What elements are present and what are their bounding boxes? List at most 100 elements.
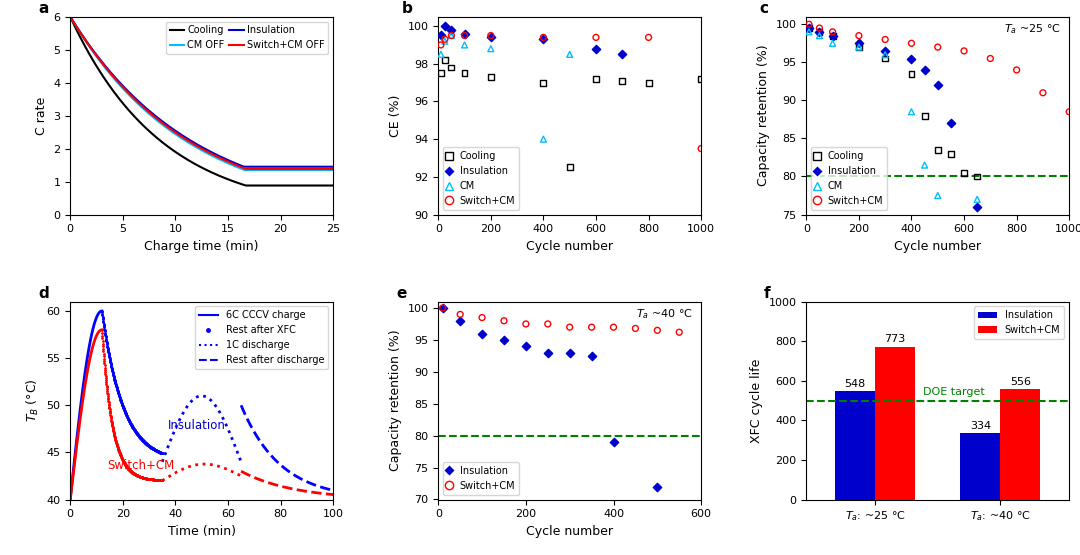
- Point: [436, 56, 454, 64]
- Point: [432, 41, 449, 49]
- Point: [535, 78, 552, 87]
- Point: [588, 33, 605, 42]
- Point: [824, 31, 841, 40]
- Point: [583, 322, 600, 331]
- Point: [916, 65, 933, 74]
- Point: [877, 35, 894, 44]
- X-axis label: Time (min): Time (min): [167, 525, 235, 538]
- Point: [811, 31, 828, 40]
- Point: [443, 31, 460, 40]
- Point: [436, 35, 454, 44]
- Point: [916, 111, 933, 120]
- Point: [443, 26, 460, 34]
- Point: [535, 35, 552, 44]
- Point: [929, 80, 946, 89]
- Legend: Insulation, Switch+CM: Insulation, Switch+CM: [974, 306, 1064, 339]
- Y-axis label: C rate: C rate: [35, 97, 48, 135]
- Text: 773: 773: [885, 334, 906, 344]
- Point: [626, 324, 644, 333]
- Text: 548: 548: [845, 379, 866, 388]
- Point: [824, 31, 841, 40]
- Point: [903, 69, 920, 78]
- Point: [1061, 107, 1078, 116]
- Point: [456, 31, 473, 40]
- Point: [929, 145, 946, 154]
- Point: [605, 322, 622, 331]
- Point: [1008, 65, 1025, 74]
- Point: [451, 310, 469, 319]
- Text: Insulation: Insulation: [167, 419, 226, 432]
- Point: [850, 43, 867, 52]
- Point: [562, 322, 579, 331]
- Point: [942, 119, 959, 128]
- Point: [692, 144, 710, 153]
- Point: [800, 27, 818, 36]
- Point: [613, 76, 631, 85]
- Point: [903, 39, 920, 48]
- Point: [473, 313, 490, 322]
- Point: [482, 33, 499, 42]
- Bar: [960, 433, 1000, 500]
- Point: [562, 163, 579, 172]
- Point: [482, 44, 499, 53]
- Point: [811, 27, 828, 36]
- Point: [877, 51, 894, 59]
- Text: 334: 334: [970, 421, 990, 431]
- Text: f: f: [765, 286, 771, 301]
- Y-axis label: $T_B$ (°C): $T_B$ (°C): [25, 379, 41, 422]
- Point: [877, 47, 894, 56]
- Point: [605, 437, 622, 446]
- Point: [1035, 88, 1052, 97]
- X-axis label: Charge time (min): Charge time (min): [145, 240, 259, 253]
- Point: [588, 44, 605, 53]
- Point: [877, 54, 894, 63]
- Point: [436, 22, 454, 31]
- Y-axis label: Capacity retention (%): Capacity retention (%): [389, 330, 402, 471]
- Point: [456, 69, 473, 78]
- Legend: Cooling, Insulation, CM, Switch+CM: Cooling, Insulation, CM, Switch+CM: [811, 147, 887, 210]
- Point: [583, 351, 600, 360]
- Point: [956, 47, 973, 56]
- Y-axis label: CE (%): CE (%): [389, 94, 402, 137]
- Text: $T_a$ ~25 °C: $T_a$ ~25 °C: [1004, 23, 1062, 37]
- Point: [456, 29, 473, 38]
- Point: [539, 320, 556, 329]
- Point: [496, 335, 513, 344]
- Point: [969, 195, 986, 204]
- Point: [562, 50, 579, 59]
- Text: Switch+CM: Switch+CM: [107, 460, 174, 472]
- X-axis label: Cycle number: Cycle number: [526, 240, 613, 253]
- Point: [456, 41, 473, 49]
- Point: [588, 74, 605, 83]
- Point: [850, 39, 867, 48]
- Point: [811, 24, 828, 33]
- Point: [434, 304, 451, 312]
- Point: [640, 33, 658, 42]
- Point: [929, 191, 946, 200]
- X-axis label: Cycle number: Cycle number: [894, 240, 982, 253]
- Point: [434, 304, 451, 312]
- Point: [562, 348, 579, 357]
- Point: [916, 160, 933, 169]
- Point: [443, 31, 460, 40]
- Text: $T_a$ ~40 °C: $T_a$ ~40 °C: [636, 307, 693, 321]
- Point: [903, 54, 920, 63]
- Y-axis label: XFC cycle life: XFC cycle life: [750, 359, 764, 443]
- Y-axis label: Capacity retention (%): Capacity retention (%): [757, 45, 770, 186]
- Point: [956, 168, 973, 177]
- Point: [850, 31, 867, 40]
- Point: [482, 31, 499, 40]
- Point: [692, 74, 710, 83]
- Text: DOE target: DOE target: [922, 387, 985, 397]
- Point: [850, 43, 867, 52]
- Point: [535, 135, 552, 144]
- Point: [929, 43, 946, 52]
- Point: [432, 31, 449, 40]
- Point: [942, 149, 959, 158]
- Point: [903, 107, 920, 116]
- Point: [649, 482, 666, 491]
- Point: [535, 33, 552, 42]
- Point: [517, 342, 535, 351]
- Point: [473, 329, 490, 338]
- Text: 556: 556: [1010, 377, 1031, 387]
